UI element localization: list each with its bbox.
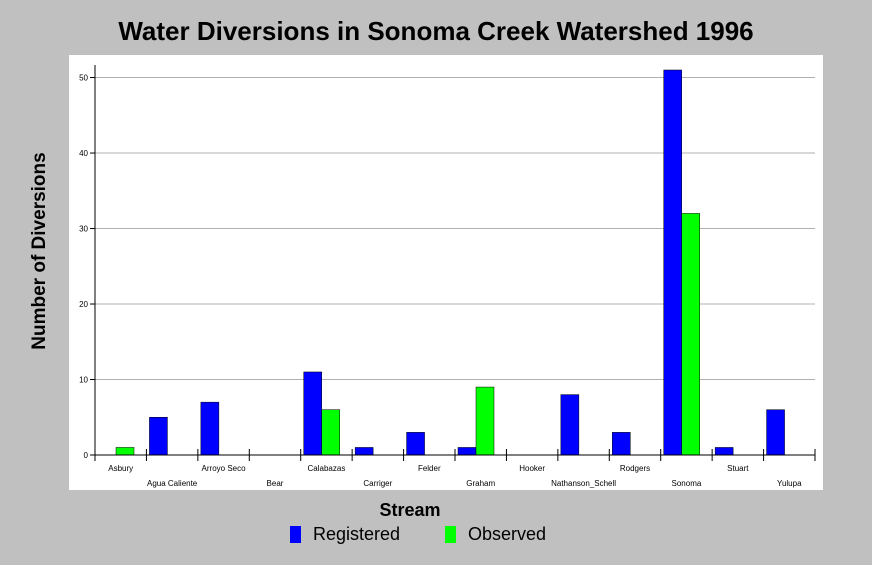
bar-registered-nathanson-schell [560,394,580,456]
x-tick-label: Stuart [727,464,749,473]
bar-observed-calabazas [321,409,340,456]
bar-registered-agua-caliente [149,417,168,456]
x-tick-label: Carriger [363,479,392,488]
x-tick-label: Agua Caliente [147,479,198,488]
y-tick-label: 50 [79,74,88,83]
legend-label-registered: Registered [313,523,401,544]
bar-observed-graham [475,386,495,456]
x-tick-label: Asbury [108,464,133,473]
x-tick-label: Sonoma [672,479,702,488]
y-tick-label: 20 [79,300,88,309]
chart-svg: 0 10 20 30 40 50 Asbury Agua Caliente Arroyo Sec… [79,65,816,488]
bar-registered-arroyo-seco [200,401,220,456]
bar-registered-calabazas [303,371,322,456]
legend-label-observed: Observed [468,523,547,544]
bar-observed-asbury [115,447,135,456]
bar-registered-rodgers [612,432,631,456]
x-tick-label: Bear [267,479,284,488]
bar-observed-sonoma [681,213,700,456]
bar-registered-carriger [354,447,374,456]
bar-registered-felder [406,432,425,456]
x-tick-label: Arroyo Seco [202,464,247,473]
x-tick-label: Felder [418,464,441,473]
legend-swatch-observed [445,525,456,543]
y-tick-label: 30 [79,225,88,234]
x-axis-label: Stream [379,500,441,520]
bar-registered-stuart [714,447,734,456]
y-axis-label: Number of Diversions [29,152,50,350]
bar-registered-yulupa [766,409,785,456]
chart-title: Water Diversions in Sonoma Creek Watersh… [118,16,754,46]
x-tick-label: Hooker [519,464,545,473]
legend-swatch-registered [290,525,301,543]
x-tick-label: Rodgers [620,464,650,473]
x-tick-label: Calabazas [308,464,346,473]
x-tick-label: Graham [466,479,495,488]
y-tick-label: 0 [84,451,89,460]
y-tick-label: 10 [79,376,88,385]
legend-item-registered: Registered [290,524,400,544]
legend-item-observed: Observed [445,524,546,544]
x-tick-label: Nathanson_Schell [551,479,616,488]
y-tick-label: 40 [79,149,88,158]
plot-area: 0 10 20 30 40 50 Asbury Agua Caliente Arroyo Sec… [69,55,823,490]
bar-registered-sonoma [663,69,682,456]
bar-registered-graham [457,447,477,456]
x-tick-label: Yulupa [777,479,802,488]
